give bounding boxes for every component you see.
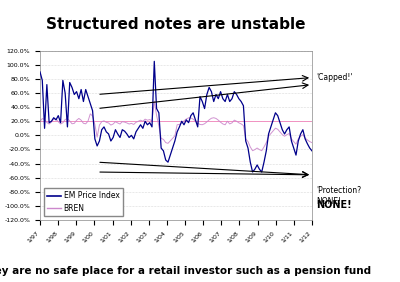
Text: Structured notes are unstable: Structured notes are unstable <box>46 17 306 32</box>
Text: They are no safe place for a retail investor such as a pension fund: They are no safe place for a retail inve… <box>0 266 372 276</box>
Legend: EM Price Index, BREN: EM Price Index, BREN <box>44 188 123 216</box>
Text: NONE!: NONE! <box>316 200 352 210</box>
Text: 'Capped!': 'Capped!' <box>316 73 352 82</box>
Text: 'Protection?
NONE!: 'Protection? NONE! <box>316 186 361 206</box>
